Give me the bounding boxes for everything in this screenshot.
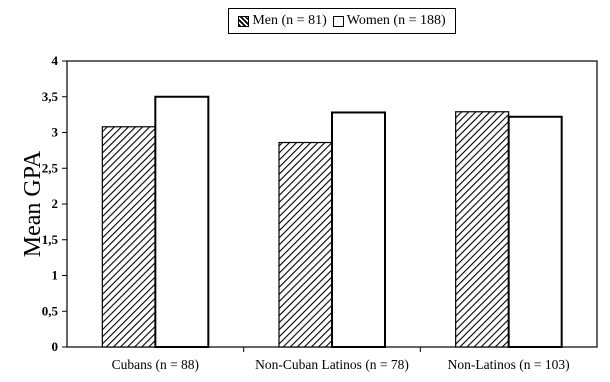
y-axis-label: Mean GPA	[20, 150, 46, 257]
legend-item-women: Women (n = 188)	[332, 13, 446, 29]
plot-area: 0 0,5 1 1,5 2 2,5 3 3,5 4 Mean GPA Cubans (n = 88)…	[20, 53, 598, 372]
y-tick-label: 4	[52, 53, 59, 68]
legend-item-men: Men (n = 81)	[238, 13, 327, 29]
bar-women	[331, 111, 386, 349]
bar-women	[154, 95, 210, 348]
y-tick-label: 2,5	[42, 160, 59, 175]
chart-legend: Men (n = 81) Women (n = 188)	[228, 8, 456, 34]
x-tick-label: Non-Latinos (n = 103)	[448, 357, 570, 372]
y-tick-label: 3,5	[42, 89, 59, 104]
y-tick-label: 1	[52, 268, 59, 283]
x-tick-label: Cubans (n = 88)	[112, 357, 199, 372]
y-tick-label: 0,5	[42, 303, 59, 318]
x-tick-label: Non-Cuban Latinos (n = 78)	[255, 357, 409, 372]
y-tick-label: 3	[52, 125, 59, 140]
legend-label-men: Men (n = 81)	[252, 13, 327, 28]
legend-swatch-women	[332, 15, 344, 27]
y-tick-label: 0	[52, 339, 59, 354]
legend-label-women: Women (n = 188)	[346, 13, 446, 28]
bar-men	[278, 141, 333, 348]
legend-swatch-men	[238, 15, 250, 27]
bar-men	[455, 111, 510, 348]
bar-men	[101, 126, 156, 348]
y-tick-label: 2	[52, 196, 59, 211]
bar-women	[507, 115, 563, 348]
y-tick-label: 1,5	[42, 232, 59, 247]
